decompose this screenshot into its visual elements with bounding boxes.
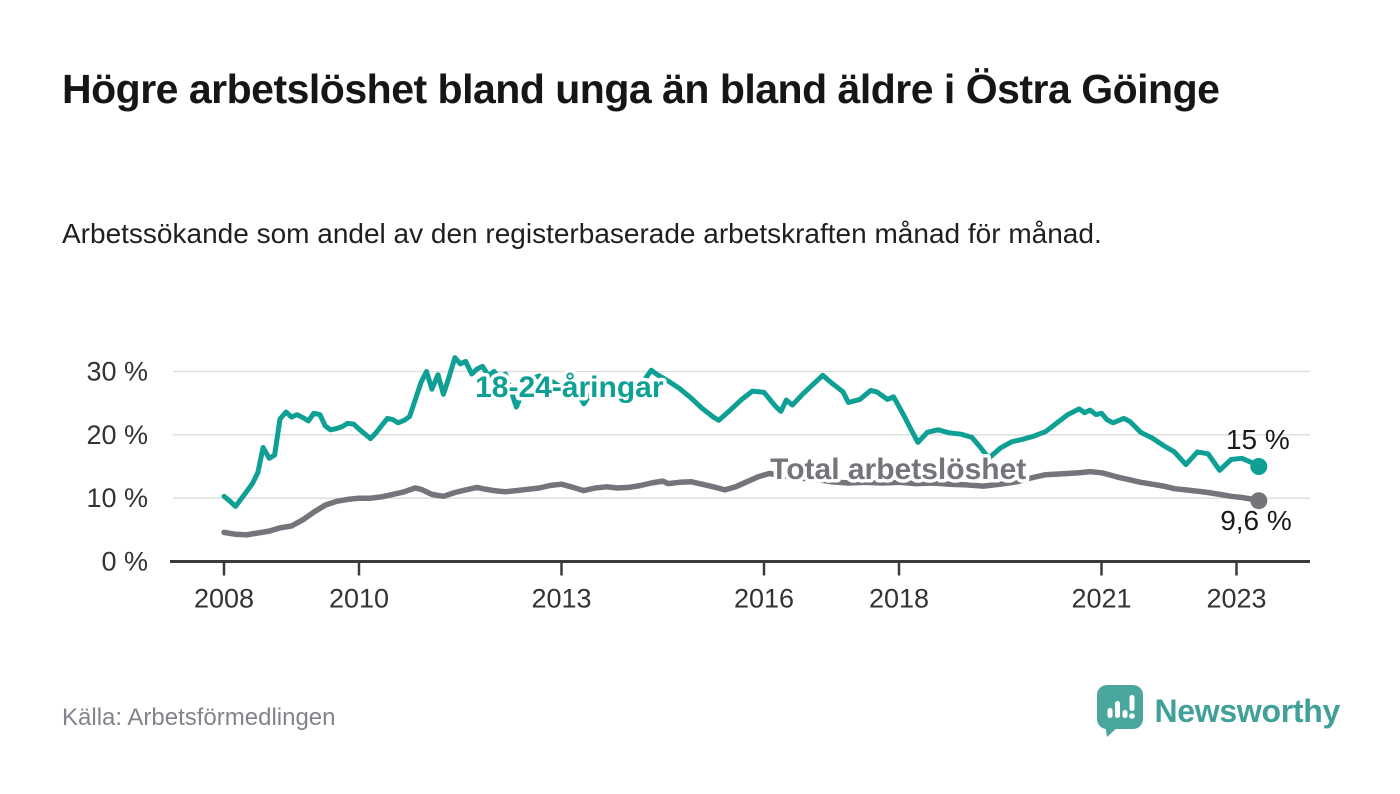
newsworthy-logo-icon	[1096, 684, 1144, 738]
end-value-label-youth: 15 %	[1226, 424, 1290, 455]
svg-text:2008: 2008	[194, 584, 254, 614]
series-label-total: Total arbetslöshet	[770, 453, 1026, 486]
page-title: Högre arbetslöshet bland unga än bland ä…	[62, 66, 1220, 112]
svg-text:10 %: 10 %	[86, 483, 148, 513]
line-chart-canvas: 0 % 10 % 20 % 30 % 2008 2010 2013 2016 2018 2021 2…	[86, 355, 1310, 614]
svg-text:2013: 2013	[531, 584, 591, 614]
series-end-dot-youth	[1250, 458, 1268, 475]
newsworthy-brand: Newsworthy	[1096, 684, 1341, 738]
series-line-total	[221, 468, 1262, 538]
svg-text:2021: 2021	[1071, 584, 1131, 614]
series-label-youth: 18-24-åringar	[475, 371, 664, 404]
unemployment-line-chart: 0 % 10 % 20 % 30 % 2008 2010 2013 2016 2018 2021 2…	[0, 330, 1400, 650]
svg-text:0 %: 0 %	[101, 547, 148, 577]
end-value-label-total: 9,6 %	[1220, 505, 1292, 536]
svg-text:2023: 2023	[1206, 584, 1266, 614]
brand-name: Newsworthy	[1154, 692, 1341, 729]
svg-text:2018: 2018	[869, 584, 929, 614]
svg-text:2016: 2016	[734, 584, 794, 614]
series-end-dot-total	[1250, 492, 1268, 510]
series-line-youth	[221, 355, 1262, 509]
svg-text:2010: 2010	[329, 584, 389, 614]
svg-text:30 %: 30 %	[86, 357, 148, 387]
chart-subtitle: Arbetssökande som andel av den registerb…	[62, 218, 1102, 249]
svg-text:20 %: 20 %	[86, 420, 148, 450]
source-note: Källa: Arbetsförmedlingen	[62, 704, 336, 731]
